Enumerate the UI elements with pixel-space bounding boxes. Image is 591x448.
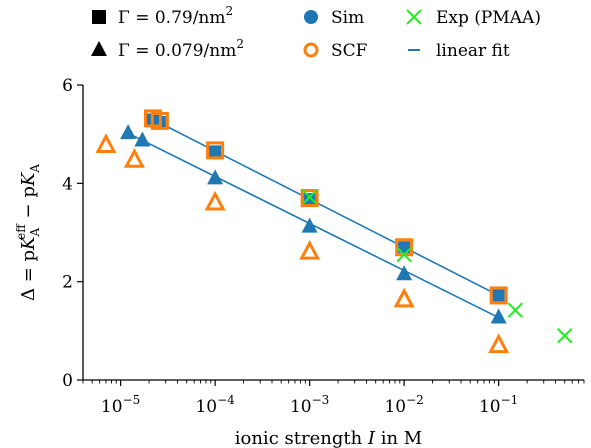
data-markers bbox=[95, 109, 573, 354]
legend-marker-3 bbox=[91, 41, 107, 56]
point-sim_low-4 bbox=[396, 265, 413, 281]
point-sim_high-2 bbox=[209, 145, 222, 158]
y-axis-label: Δ = pKAeff − pKA bbox=[14, 164, 42, 301]
point-scf_low-2 bbox=[204, 190, 226, 211]
point-scf_low-1 bbox=[123, 148, 145, 168]
point-scf_high-2 bbox=[206, 141, 225, 160]
point-sim_low-3 bbox=[301, 217, 318, 233]
legend-label-1: Sim bbox=[331, 8, 364, 28]
legend-entry-2: Exp (PMAA) bbox=[406, 8, 541, 28]
point-scf_low-5 bbox=[488, 333, 510, 354]
point-scf_high-5 bbox=[489, 286, 508, 305]
axes: 0 2 4 6 10−5 10−4 10−3 10−2 10−1 bbox=[62, 76, 585, 417]
point-exp-2 bbox=[507, 302, 523, 318]
legend-label-5: linear fit bbox=[436, 41, 510, 61]
legend-entry-5: linear fit bbox=[408, 41, 510, 61]
y-tick-label: 6 bbox=[62, 76, 73, 96]
point-scf_high-3 bbox=[300, 189, 319, 208]
point-exp-0 bbox=[301, 189, 318, 205]
fit-lines bbox=[127, 118, 500, 319]
x-axis-title: ionic strength I in M bbox=[235, 428, 423, 448]
point-sim_low-2 bbox=[207, 169, 224, 185]
x-tick-label: 10−1 bbox=[479, 393, 518, 417]
point-sim_low-1 bbox=[134, 131, 151, 147]
legend-label-4: SCF bbox=[331, 41, 368, 61]
point-scf_high-1 bbox=[150, 111, 169, 130]
point-sim_low-0 bbox=[120, 124, 137, 140]
x-tick-label: 10−5 bbox=[101, 393, 140, 417]
y-axis-title: Δ = pKAeff − pKA bbox=[14, 164, 42, 301]
point-scf_low-3 bbox=[299, 239, 321, 260]
point-sim_high-3 bbox=[303, 193, 316, 206]
x-axis-label: ionic strength I in M bbox=[235, 428, 423, 448]
point-scf_low-4 bbox=[393, 287, 415, 308]
legend-entry-4: SCF bbox=[303, 41, 368, 61]
legend: Γ = 0.79/nm2 Sim Exp (PMAA) Γ = 0.079/nm2 SC… bbox=[91, 4, 541, 61]
legend-entry-0: Γ = 0.79/nm2 bbox=[92, 4, 233, 28]
point-sim_low-5 bbox=[490, 308, 507, 324]
legend-entry-1: Sim bbox=[304, 8, 364, 28]
legend-label-0: Γ = 0.79/nm2 bbox=[118, 4, 233, 28]
y-tick-label: 4 bbox=[62, 174, 73, 194]
x-tick-label: 10−2 bbox=[384, 393, 423, 417]
legend-marker-2 bbox=[406, 9, 422, 25]
legend-marker-1 bbox=[304, 10, 318, 24]
fit-line-fit_high bbox=[152, 118, 500, 297]
legend-marker-0 bbox=[92, 10, 106, 24]
legend-label-3: Γ = 0.079/nm2 bbox=[118, 37, 244, 61]
point-sim_high-5 bbox=[492, 289, 505, 302]
y-tick-label: 0 bbox=[62, 371, 73, 391]
y-tick-label: 2 bbox=[62, 273, 73, 293]
legend-label-2: Exp (PMAA) bbox=[436, 8, 541, 28]
x-tick-label: 10−4 bbox=[195, 393, 235, 417]
point-exp-1 bbox=[396, 246, 412, 263]
point-scf_low-0 bbox=[95, 133, 117, 153]
legend-entry-3: Γ = 0.079/nm2 bbox=[91, 37, 244, 61]
point-exp-3 bbox=[557, 328, 573, 344]
x-tick-label: 10−3 bbox=[290, 393, 329, 417]
legend-marker-4 bbox=[303, 42, 319, 58]
